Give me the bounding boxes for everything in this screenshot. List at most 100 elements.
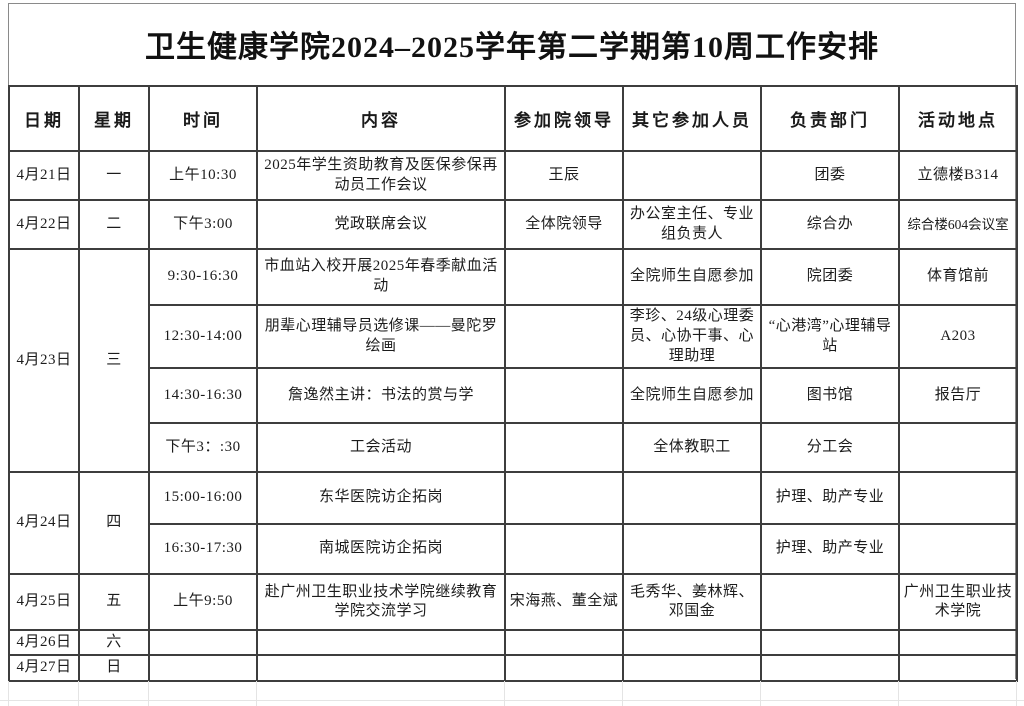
place-cell: 立德楼B314: [898, 150, 1018, 201]
content-cell: 2025年学生资助教育及医保参保再动员工作会议: [256, 150, 506, 201]
place-cell: 广州卫生职业技术学院: [898, 573, 1018, 632]
dept-cell: [760, 654, 900, 683]
week-cell: 一: [78, 150, 150, 201]
column-header: 参加院领导: [504, 85, 624, 152]
leaders-cell: [504, 303, 624, 370]
dept-cell: [760, 629, 900, 657]
week-cell: 日: [78, 654, 150, 683]
date-cell: 4月23日: [8, 247, 80, 474]
date-cell: 4月27日: [8, 654, 80, 683]
column-header: 内容: [256, 85, 506, 152]
time-cell: 上午9:50: [148, 573, 258, 632]
leaders-cell: [504, 422, 624, 474]
column-header: 其它参加人员: [622, 85, 762, 152]
others-cell: [622, 654, 762, 683]
title-band: 卫生健康学院2024–2025学年第二学期第10周工作安排: [8, 3, 1016, 85]
content-cell: 市血站入校开展2025年春季献血活动: [256, 248, 506, 306]
faint-gridline-vertical: [256, 681, 257, 706]
column-header: 星期: [78, 85, 150, 152]
faint-gridline-vertical: [78, 681, 79, 706]
time-cell: 9:30-16:30: [148, 248, 258, 306]
table-row: 下午3：:30 工会活动 全体教职工 分工会: [9, 422, 1018, 474]
date-cell: 4月24日: [8, 471, 80, 576]
table-row: 4月25日五上午9:50 赴广州卫生职业技术学院继续教育学院交流学习 宋海燕、董全斌…: [8, 573, 1018, 632]
week-cell: 二: [78, 199, 150, 250]
faint-gridline-vertical: [760, 681, 761, 706]
faint-gridline-vertical: [622, 681, 623, 706]
dept-cell: 团委: [760, 150, 900, 201]
column-header: 时间: [148, 85, 258, 152]
place-cell: 综合楼604会议室: [898, 199, 1018, 250]
table-body: 4月21日一上午10:30 2025年学生资助教育及医保参保再动员工作会议 王辰 团委…: [8, 150, 1018, 683]
column-header: 日期: [8, 85, 80, 152]
faint-gridline-horizontal: [0, 700, 1024, 701]
dept-cell: 护理、助产专业: [760, 471, 900, 526]
dept-cell: 图书馆: [760, 367, 900, 425]
table-row: 12:30-14:00 朋辈心理辅导员选修课——曼陀罗绘画 李珍、24级心理委员、心…: [9, 303, 1018, 370]
time-cell: 下午3:00: [148, 199, 258, 250]
others-cell: 全体教职工: [622, 422, 762, 474]
time-cell: 下午3：:30: [148, 422, 258, 474]
others-cell: 办公室主任、专业组负责人: [622, 199, 762, 250]
time-cell: [148, 629, 258, 657]
time-cell: 上午10:30: [148, 150, 258, 201]
place-cell: [898, 422, 1018, 474]
leaders-cell: [504, 654, 624, 683]
others-cell: [622, 629, 762, 657]
table-row: 4月23日三 9:30-16:30 市血站入校开展2025年春季献血活动全院师生自愿…: [8, 247, 1018, 474]
others-cell: [622, 150, 762, 201]
leaders-cell: 宋海燕、董全斌: [504, 573, 624, 632]
column-header: 活动地点: [898, 85, 1018, 152]
leaders-cell: 王辰: [504, 150, 624, 201]
others-cell: 全院师生自愿参加: [622, 367, 762, 425]
content-cell: 朋辈心理辅导员选修课——曼陀罗绘画: [256, 303, 506, 370]
table-row: 4月21日一上午10:30 2025年学生资助教育及医保参保再动员工作会议 王辰 团委…: [8, 150, 1018, 201]
place-cell: [898, 654, 1018, 683]
place-cell: [898, 523, 1018, 576]
table-row: 4月26日六: [8, 629, 1018, 657]
dept-cell: “心港湾”心理辅导站: [760, 303, 900, 370]
content-cell: 东华医院访企拓岗: [256, 471, 506, 526]
time-cell: 16:30-17:30: [148, 523, 258, 576]
faint-gridline-vertical: [1016, 681, 1017, 706]
content-cell: 党政联席会议: [256, 199, 506, 250]
leaders-cell: [504, 523, 624, 576]
dept-cell: 分工会: [760, 422, 900, 474]
week-cell: 六: [78, 629, 150, 657]
place-cell: A203: [898, 303, 1018, 370]
table-row: 4月27日日: [8, 654, 1018, 683]
others-cell: [622, 523, 762, 576]
place-cell: [898, 629, 1018, 657]
content-cell: 南城医院访企拓岗: [256, 523, 506, 576]
date-cell: 4月21日: [8, 150, 80, 201]
content-cell: 詹逸然主讲：书法的赏与学: [256, 367, 506, 425]
faint-gridline-vertical: [504, 681, 505, 706]
dept-cell: 院团委: [760, 248, 900, 306]
place-cell: 体育馆前: [898, 248, 1018, 306]
table-row: 4月22日二下午3:00 党政联席会议 全体院领导 办公室主任、专业组负责人 综合办 综合…: [8, 199, 1018, 250]
content-cell: 工会活动: [256, 422, 506, 474]
time-cell: 14:30-16:30: [148, 367, 258, 425]
table-row: 4月24日四 15:00-16:00 东华医院访企拓岗 护理、助产专业: [8, 471, 1018, 576]
date-cell: 4月25日: [8, 573, 80, 632]
leaders-cell: [504, 471, 624, 526]
header-row: 日期 星期 时间 内容 参加院领导 其它参加人员 负责部门 活动地点: [8, 85, 1018, 152]
time-cell: 15:00-16:00: [148, 471, 258, 526]
dept-cell: 护理、助产专业: [760, 523, 900, 576]
others-cell: 毛秀华、姜林辉、邓国金: [622, 573, 762, 632]
leaders-cell: [504, 367, 624, 425]
faint-gridline-vertical: [898, 681, 899, 706]
column-header: 负责部门: [760, 85, 900, 152]
week-cell: 三: [78, 247, 150, 474]
time-cell: [148, 654, 258, 683]
leaders-cell: [504, 248, 624, 306]
others-cell: [622, 471, 762, 526]
dept-cell: 综合办: [760, 199, 900, 250]
schedule-table: 日期 星期 时间 内容 参加院领导 其它参加人员 负责部门 活动地点 4月21日一上午10:3…: [8, 85, 1018, 683]
date-cell: 4月26日: [8, 629, 80, 657]
table-row: 16:30-17:30 南城医院访企拓岗 护理、助产专业: [9, 523, 1018, 576]
place-cell: 报告厅: [898, 367, 1018, 425]
content-cell: 赴广州卫生职业技术学院继续教育学院交流学习: [256, 573, 506, 632]
place-cell: [898, 471, 1018, 526]
